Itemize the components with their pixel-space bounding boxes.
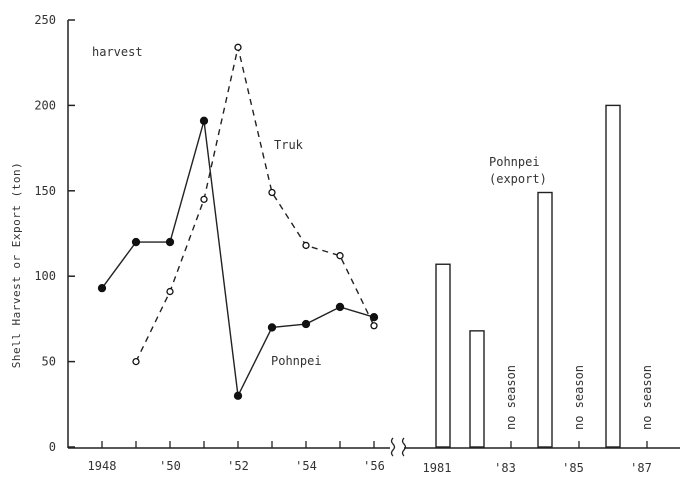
series-layer [97,43,379,400]
open-circle-marker [370,322,378,330]
export-bar [469,330,485,448]
open-circle-marker [268,188,276,197]
filled-circle-marker [369,313,379,322]
filled-circle-marker [97,284,107,293]
no-season-label: no season [572,365,586,430]
axis-break-icon [390,437,407,457]
pohnpei-export-label: Pohnpei [489,155,540,169]
x-tick-label: 1948 [88,459,117,473]
filled-circle-marker [233,391,243,400]
export-bar [537,191,553,448]
truk-label: Truk [274,138,304,152]
x-tick-label: '83 [494,461,516,475]
filled-circle-marker [165,237,175,247]
series-pohnpei [97,116,379,400]
export-bar [435,263,451,448]
x-tick-label: '50 [159,459,181,473]
x-tick-label: '56 [363,459,385,473]
y-tick-label: 50 [42,355,56,369]
x-tick-label: '54 [295,459,317,473]
export-bar [605,104,621,448]
filled-circle-marker [301,319,311,329]
no-season-label: no season [504,365,518,430]
filled-circle-marker [199,116,209,125]
x-tick-label: '85 [562,461,584,475]
filled-circle-marker [267,323,277,332]
open-circle-marker [200,195,208,203]
open-circle-marker [132,357,140,366]
y-tick-label: 200 [34,98,56,112]
y-tick-label: 150 [34,184,56,198]
pohnpei-harvest-label: Pohnpei [271,354,322,368]
x-tick-label: '52 [227,459,249,473]
no-season-label: no season [640,365,654,430]
bars-layer [435,104,621,448]
open-circle-marker [302,241,310,250]
y-tick-label: 0 [49,440,56,454]
filled-circle-marker [131,237,141,247]
filled-circle-marker [335,302,345,312]
x-axis: 1948 '50 '52 '54 '56 1981 '83 '85 '87 [68,441,680,475]
open-circle-marker [166,287,174,296]
y-axis-title: Shell Harvest or Export (ton) [10,162,23,369]
pohnpei-export-sublabel: (export) [489,172,547,186]
harvest-label: harvest [92,45,143,59]
series-truk [132,43,378,366]
y-tick-label: 100 [34,269,56,283]
y-axis: 0 50 100 150 200 250 [34,13,75,454]
x-tick-label: '87 [630,461,652,475]
no-season-layer: no season no season no season [504,365,654,430]
open-circle-marker [336,252,344,260]
open-circle-marker [234,43,242,51]
y-tick-label: 250 [34,13,56,27]
x-tick-label: 1981 [423,461,452,475]
